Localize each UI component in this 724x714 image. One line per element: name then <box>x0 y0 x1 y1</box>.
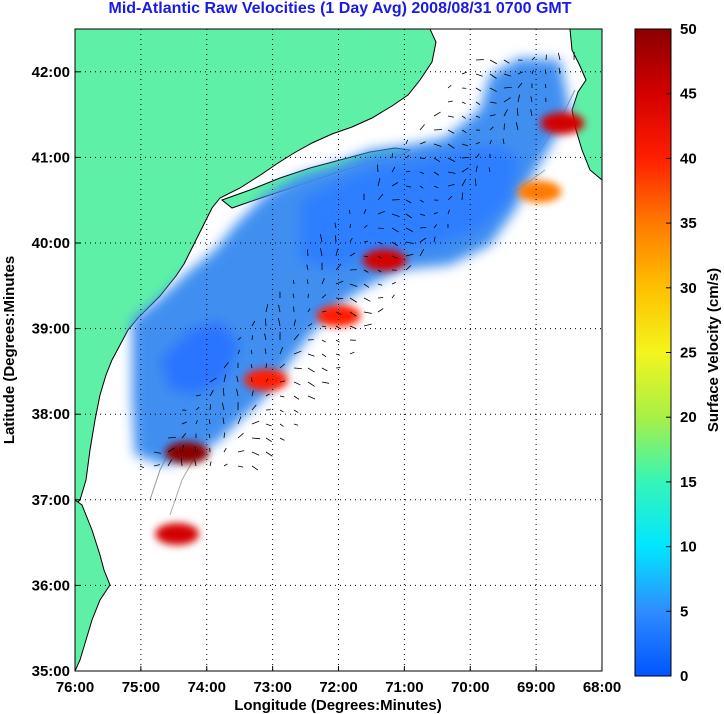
land-mass-south <box>75 499 111 671</box>
colorbar <box>634 28 672 677</box>
y-tick-label: 37:00 <box>32 492 70 509</box>
chart-title: Mid-Atlantic Raw Velocities (1 Day Avg) … <box>108 0 572 17</box>
velocity-hotspot <box>164 441 209 464</box>
colorbar-tick-label: 0 <box>680 668 688 685</box>
y-tick-label: 40:00 <box>32 235 70 252</box>
colorbar-tick-label: 10 <box>680 539 697 556</box>
x-tick-label: 70:00 <box>451 679 489 696</box>
y-axis-label: Latitude (Degrees:Minutes <box>1 256 18 444</box>
x-tick-label: 68:00 <box>583 679 621 696</box>
y-tick-label: 42:00 <box>32 64 70 81</box>
colorbar-tick-label: 45 <box>680 86 697 103</box>
x-tick-label: 74:00 <box>188 679 226 696</box>
velocity-hotspot <box>244 368 289 391</box>
velocity-hotspot <box>316 304 361 327</box>
land-mass-northeast <box>75 29 437 506</box>
x-tick-label: 75:00 <box>122 679 160 696</box>
x-tick-label: 69:00 <box>517 679 555 696</box>
colorbar-tick-label: 15 <box>680 474 697 491</box>
x-tick-label: 72:00 <box>319 679 357 696</box>
velocity-field <box>132 58 570 465</box>
velocity-hotspot <box>155 523 200 546</box>
colorbar-tick-label: 30 <box>680 280 697 297</box>
y-tick-label: 39:00 <box>32 321 70 338</box>
colorbar-tick-label: 35 <box>680 215 697 232</box>
velocity-hotspot <box>517 180 562 203</box>
colorbar-tick-label: 25 <box>680 345 697 362</box>
y-tick-label: 35:00 <box>32 663 70 680</box>
x-tick-label: 73:00 <box>253 679 291 696</box>
velocity-hotspot <box>362 249 407 272</box>
x-tick-label: 71:00 <box>385 679 423 696</box>
x-tick-label: 76:00 <box>56 679 94 696</box>
x-axis-label: Longitude (Degrees:Minutes) <box>234 697 442 714</box>
colorbar-tick-label: 20 <box>680 409 697 426</box>
y-tick-label: 38:00 <box>32 406 70 423</box>
colorbar-tick-label: 40 <box>680 150 697 167</box>
colorbar-tick-label: 50 <box>680 21 697 38</box>
colorbar-tick-label: 5 <box>680 603 688 620</box>
y-tick-label: 36:00 <box>32 577 70 594</box>
y-tick-label: 41:00 <box>32 149 70 166</box>
velocity-hotspot <box>540 112 585 135</box>
colorbar-label: Surface Velocity (cm/s) <box>705 268 722 432</box>
